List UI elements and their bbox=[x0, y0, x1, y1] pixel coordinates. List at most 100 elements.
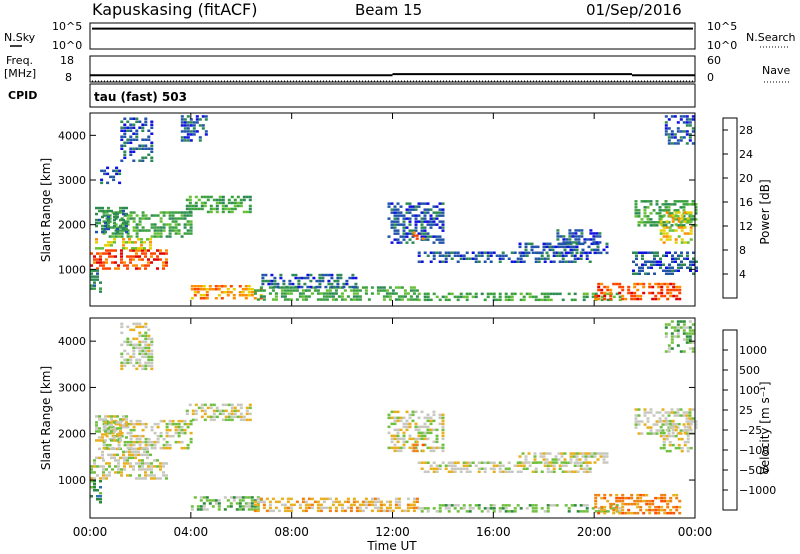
noise-panel: 10^5 10^0 N.Sky 10^5 10^0 N.Search bbox=[4, 20, 796, 52]
power-ytick-label-1: 2000 bbox=[58, 219, 86, 232]
velocity-patch-16 bbox=[664, 320, 695, 353]
beam-label: Beam 15 bbox=[355, 1, 422, 19]
freq-line bbox=[90, 73, 695, 77]
velocity-patch-5 bbox=[120, 322, 154, 371]
velocity-cbar-label-6: −500 bbox=[739, 464, 769, 477]
time-tick-label-5: 20:00 bbox=[577, 525, 612, 539]
power-y-axis: 1000 2000 3000 4000 bbox=[58, 129, 695, 276]
power-patch-6 bbox=[120, 117, 154, 162]
velocity-patch-2 bbox=[102, 419, 193, 450]
velocity-patch-4 bbox=[185, 403, 252, 422]
velocity-cbar-label-2: 100 bbox=[739, 384, 760, 397]
velocity-ytick-label-3: 4000 bbox=[58, 335, 86, 348]
power-patch-8 bbox=[190, 285, 263, 300]
noise-search-label: N.Search bbox=[746, 31, 796, 44]
power-cbar-label: Power [dB] bbox=[758, 179, 772, 244]
velocity-cbar-label-0: 1000 bbox=[739, 344, 767, 357]
velocity-ylabel: Slant Range [km] bbox=[39, 366, 53, 470]
power-patch-0 bbox=[90, 249, 168, 270]
power-heatmap bbox=[90, 115, 698, 302]
nave-tick-top: 60 bbox=[707, 54, 721, 67]
velocity-cbar-label-4: −25 bbox=[739, 424, 762, 437]
velocity-ytick-label-1: 2000 bbox=[58, 428, 86, 441]
velocity-patch-6 bbox=[190, 496, 263, 511]
time-tick-label-0: 00:00 bbox=[73, 525, 108, 539]
power-patch-10 bbox=[261, 273, 358, 289]
time-tick-label-1: 04:00 bbox=[174, 525, 209, 539]
velocity-x-axis: 00:00 04:00 08:00 12:00 16:00 20:00 00:00 bbox=[73, 318, 713, 539]
noise-sky-label: N.Sky bbox=[4, 31, 36, 44]
noise-panel-frame bbox=[89, 22, 696, 50]
power-patch-3 bbox=[95, 206, 128, 234]
velocity-cbar-label-3: 25 bbox=[739, 404, 753, 417]
velocity-cbar-label-5: −100 bbox=[739, 444, 769, 457]
power-patch-22 bbox=[90, 269, 102, 293]
nave-tick-bottom: 0 bbox=[707, 71, 714, 84]
power-cbar-label-3: 16 bbox=[739, 196, 753, 209]
x-axis-label: Time UT bbox=[366, 539, 417, 553]
velocity-patch-3 bbox=[95, 415, 128, 442]
power-patch-4 bbox=[100, 166, 122, 185]
power-ytick-label-3: 4000 bbox=[58, 129, 86, 142]
power-ytick-label-0: 1000 bbox=[58, 263, 86, 276]
power-colorbar: 4 8 12 16 20 24 28 bbox=[722, 117, 753, 299]
power-cbar-label-4: 20 bbox=[739, 172, 753, 185]
velocity-patch-7 bbox=[253, 497, 419, 513]
velocity-heatmap bbox=[90, 320, 698, 515]
velocity-cbar-label-7: −1000 bbox=[739, 484, 776, 497]
time-tick-label-4: 16:00 bbox=[476, 525, 511, 539]
velocity-cbar-frame bbox=[722, 329, 738, 511]
power-patch-11 bbox=[417, 292, 622, 302]
cpid-panel: CPID tau (fast) 503 bbox=[8, 83, 696, 108]
cpid-label: CPID bbox=[8, 89, 37, 102]
velocity-patch-10 bbox=[412, 440, 425, 453]
power-x-axis bbox=[89, 113, 696, 306]
velocity-patch-0 bbox=[90, 459, 168, 480]
power-cbar-label-1: 8 bbox=[739, 244, 746, 257]
velocity-patch-12 bbox=[518, 452, 609, 464]
power-patch-13 bbox=[412, 231, 425, 240]
freq-panel-frame bbox=[89, 55, 696, 83]
noise-tick-top: 10^5 bbox=[52, 20, 82, 33]
power-patch-12 bbox=[387, 202, 445, 244]
power-cbar-label-5: 24 bbox=[739, 148, 753, 161]
power-cbar-frame bbox=[722, 117, 738, 299]
search-tick-bottom: 10^0 bbox=[707, 39, 737, 52]
velocity-patch-13 bbox=[594, 493, 682, 515]
time-tick-label-6: 00:00 bbox=[678, 525, 713, 539]
power-patch-1 bbox=[95, 238, 152, 250]
power-cbar-label-2: 12 bbox=[739, 220, 753, 233]
velocity-ytick-label-0: 1000 bbox=[58, 474, 86, 487]
noise-tick-bottom: 10^0 bbox=[52, 39, 82, 52]
velocity-patch-17 bbox=[90, 480, 102, 504]
power-patch-15 bbox=[518, 242, 609, 255]
power-patch-21 bbox=[664, 115, 695, 145]
station-title: Kapuskasing (fitACF) bbox=[92, 0, 257, 19]
freq-label-1: Freq. bbox=[6, 54, 33, 67]
search-tick-top: 10^5 bbox=[707, 20, 737, 33]
freq-tick-bottom: 8 bbox=[65, 71, 72, 84]
velocity-panel: 1000 2000 3000 4000 00:00 04:00 08:00 12:00 16:… bbox=[39, 317, 776, 539]
power-panel: 1000 2000 3000 4000 Slant Range [km] 4 8 12 16… bbox=[39, 112, 772, 307]
velocity-colorbar: 1000 500 100 25 −25 −100 −500 −1000 bbox=[722, 329, 776, 511]
power-patch-7 bbox=[180, 115, 208, 142]
nave-label: Nave bbox=[762, 64, 790, 77]
power-patch-9 bbox=[253, 286, 419, 301]
power-cbar-label-6: 28 bbox=[739, 124, 753, 137]
power-patch-16 bbox=[556, 229, 602, 244]
velocity-patch-11 bbox=[417, 461, 592, 473]
velocity-patch-15 bbox=[659, 419, 693, 453]
velocity-cbar-label-1: 500 bbox=[739, 364, 760, 377]
velocity-patch-8 bbox=[417, 504, 622, 513]
freq-panel: 18 8 Freq. [MHz] 60 0 Nave bbox=[4, 54, 790, 84]
time-tick-label-3: 12:00 bbox=[375, 525, 410, 539]
velocity-y-axis: 1000 2000 3000 4000 bbox=[58, 335, 695, 487]
power-ytick-label-2: 3000 bbox=[58, 174, 86, 187]
power-ylabel: Slant Range [km] bbox=[39, 158, 53, 262]
cpid-text: tau (fast) 503 bbox=[94, 90, 187, 104]
freq-tick-top: 18 bbox=[60, 54, 74, 67]
cpid-panel-frame bbox=[89, 83, 696, 108]
power-patch-14 bbox=[417, 251, 592, 263]
freq-label-2: [MHz] bbox=[4, 67, 36, 80]
